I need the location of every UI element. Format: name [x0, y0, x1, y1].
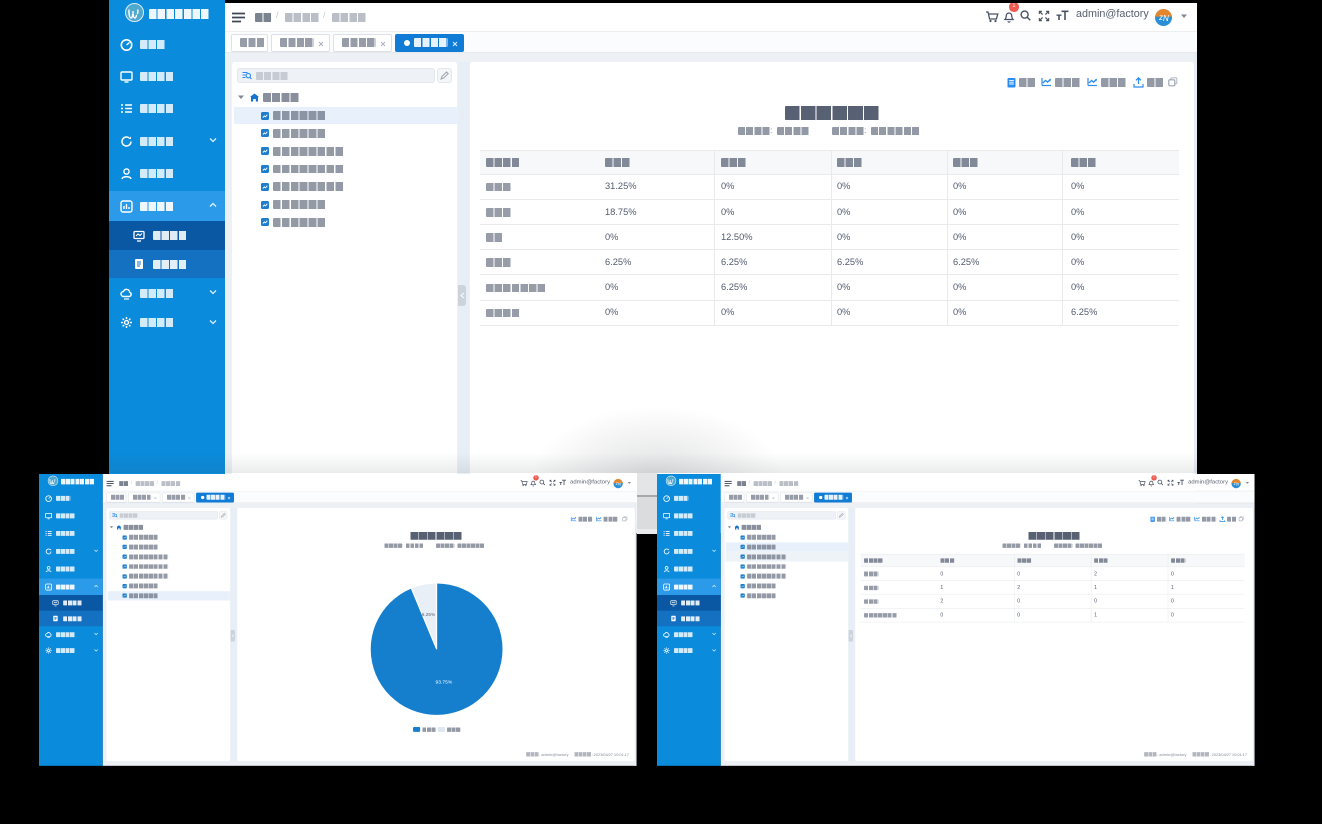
svg-text:z: z — [1234, 481, 1237, 486]
svg-text:N: N — [1163, 14, 1169, 22]
svg-text:z: z — [1159, 13, 1163, 22]
svg-text:N: N — [618, 482, 621, 487]
svg-text:z: z — [616, 481, 619, 486]
svg-text:N: N — [1236, 482, 1239, 487]
